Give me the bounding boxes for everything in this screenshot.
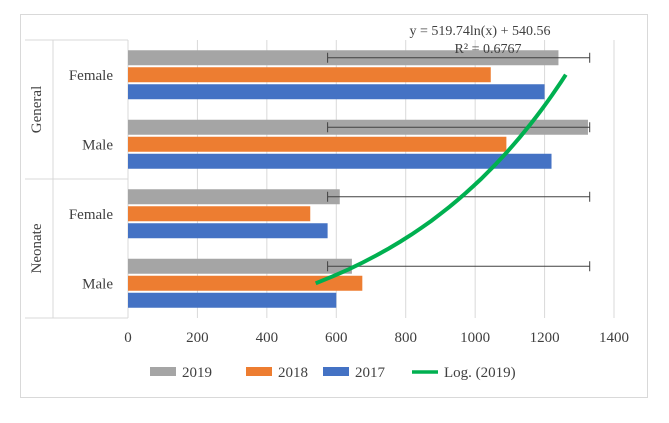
x-tick-0: 0 bbox=[124, 330, 132, 346]
bar-2018-3 bbox=[128, 275, 363, 291]
legend-swatch-2017 bbox=[323, 367, 349, 376]
legend-swatch-2018 bbox=[246, 367, 272, 376]
legend-swatch-2019 bbox=[150, 367, 176, 376]
category-label-3: Male bbox=[82, 276, 113, 292]
bar-2017-2 bbox=[128, 223, 328, 239]
x-tick-200: 200 bbox=[186, 330, 209, 346]
bar-2018-1 bbox=[128, 136, 507, 152]
legend-label-3: Log. (2019) bbox=[444, 365, 516, 381]
error-bars bbox=[327, 52, 591, 272]
bar-2017-3 bbox=[128, 292, 337, 308]
x-tick-400: 400 bbox=[256, 330, 279, 346]
x-tick-600: 600 bbox=[325, 330, 348, 346]
x-tick-1200: 1200 bbox=[530, 330, 560, 346]
legend-label-2: 2017 bbox=[355, 365, 386, 381]
legend: 2019 2018 2017 Log. (2019) bbox=[150, 365, 516, 381]
category-label-0: Female bbox=[69, 68, 113, 84]
category-labels: Female Male Female Male General Neonate bbox=[29, 68, 113, 293]
bar-2018-0 bbox=[128, 67, 491, 83]
x-tick-labels: 0 200 400 600 800 1000 1200 1400 bbox=[124, 330, 629, 346]
category-label-2: Female bbox=[69, 207, 113, 223]
bar-2019-3 bbox=[128, 258, 352, 274]
trendline-equation: y = 519.74ln(x) + 540.56 bbox=[409, 24, 550, 39]
x-tick-800: 800 bbox=[394, 330, 417, 346]
bar-2019-2 bbox=[128, 189, 340, 205]
bar-2017-1 bbox=[128, 153, 552, 169]
bar-2017-0 bbox=[128, 84, 545, 100]
group-label-0: General bbox=[29, 86, 45, 133]
bar-2018-2 bbox=[128, 206, 311, 222]
legend-label-1: 2018 bbox=[278, 365, 308, 381]
x-tick-1000: 1000 bbox=[460, 330, 490, 346]
x-tick-1400: 1400 bbox=[599, 330, 629, 346]
trendline-log-2019 bbox=[314, 73, 568, 286]
trendline-r2: R² = 0.6767 bbox=[455, 42, 522, 57]
group-label-1: Neonate bbox=[29, 223, 45, 273]
category-label-1: Male bbox=[82, 137, 113, 153]
legend-label-0: 2019 bbox=[182, 365, 212, 381]
